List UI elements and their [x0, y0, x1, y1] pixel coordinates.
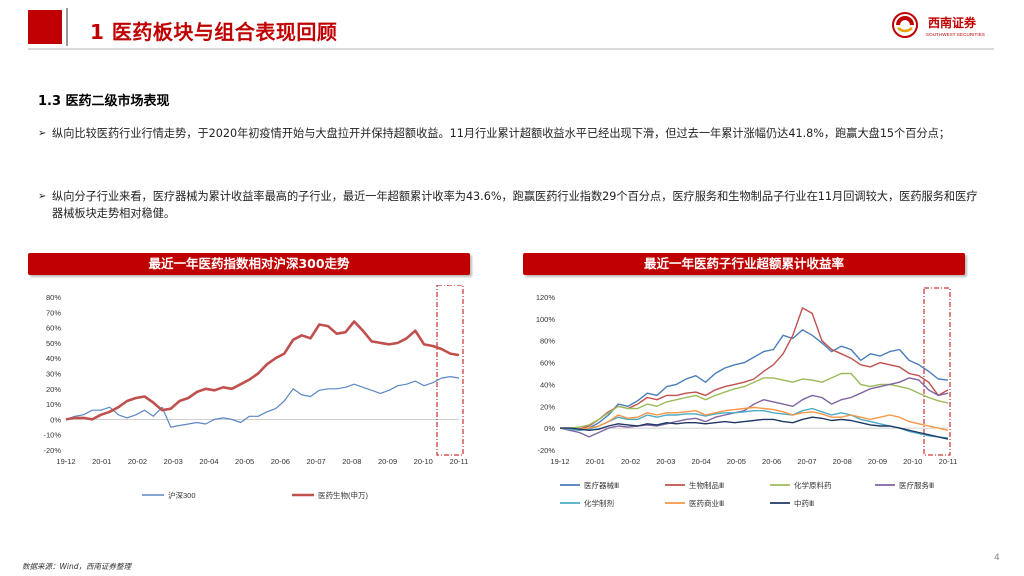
- header-rule: [28, 48, 994, 50]
- legend-label: 化学制剂: [584, 498, 614, 508]
- header-accent-block: [28, 10, 62, 44]
- bullet-item-2: ➢ 纵向分子行业来看，医疗器械为累计收益率最高的子行业，最近一年超额累计收率为4…: [38, 188, 978, 222]
- x-tick-label: 20-05: [235, 457, 254, 466]
- bullet-arrow-icon: ➢: [38, 191, 47, 202]
- x-tick-label: 20-03: [164, 457, 183, 466]
- x-tick-label: 20-11: [450, 457, 469, 466]
- source-note: 数据来源：Wind，西南证券整理: [22, 562, 132, 571]
- series-line-2: [65, 320, 460, 421]
- series-line-6: [560, 406, 949, 431]
- x-tick-label: 20-11: [939, 457, 958, 466]
- series-line-4: [559, 377, 949, 438]
- x-tick-label: 19-12: [550, 457, 569, 466]
- company-logo-icon: [892, 12, 918, 38]
- y-tick-label: 60%: [46, 324, 61, 333]
- legend-label: 医疗服务Ⅲ: [899, 480, 934, 490]
- x-tick-label: 19-12: [56, 457, 75, 466]
- y-tick-label: 80%: [46, 293, 61, 302]
- y-tick-label: 20%: [46, 385, 61, 394]
- highlight-box: [923, 287, 951, 456]
- legend-label: 医药商业Ⅲ: [689, 498, 724, 508]
- x-tick-label: 20-01: [586, 457, 605, 466]
- x-tick-label: 20-06: [271, 457, 290, 466]
- y-tick-label: -10%: [43, 431, 61, 440]
- y-tick-label: 80%: [540, 337, 555, 346]
- y-tick-label: 30%: [46, 370, 61, 379]
- header-divider: [66, 8, 68, 46]
- legend-label: 中药Ⅲ: [794, 498, 814, 508]
- x-tick-label: 20-09: [868, 457, 887, 466]
- x-tick-label: 20-02: [621, 457, 640, 466]
- series-line-5: [559, 407, 949, 439]
- chart-right: 120% 100% 80% 60% 40% 20% 0% -20% 19-12 20-01 20-0…: [536, 287, 958, 508]
- x-tick-label: 20-03: [656, 457, 675, 466]
- y-tick-label: -20%: [43, 446, 61, 455]
- bullet-item-1: ➢ 纵向比较医药行业行情走势，于2020年初疫情开始与大盘拉开并保持超额收益。1…: [38, 125, 978, 142]
- x-tick-label: 20-04: [691, 457, 710, 466]
- y-tick-label: 120%: [536, 293, 556, 302]
- x-tick-label: 20-06: [762, 457, 781, 466]
- x-tick-label: 20-02: [128, 457, 147, 466]
- x-tick-label: 20-08: [342, 457, 361, 466]
- company-logo-name: 西南证券: [928, 16, 977, 30]
- y-tick-label: 60%: [540, 359, 555, 368]
- x-tick-label: 20-07: [306, 457, 325, 466]
- legend-label: 生物制品Ⅲ: [689, 480, 724, 490]
- company-logo-sub: SOUTHWEST SECURITIES: [926, 32, 985, 37]
- series-line-7: [560, 416, 949, 440]
- x-tick-label: 20-05: [727, 457, 746, 466]
- y-tick-label: 0%: [50, 415, 61, 424]
- y-tick-label: 40%: [540, 380, 555, 389]
- chart-left: 80% 70% 60% 50% 40% 30% 20% 10% 0% -10% -20% 19-12 2…: [43, 285, 469, 500]
- chart-title-left: 最近一年医药指数相对沪深300走势: [28, 253, 470, 275]
- y-tick-label: 40%: [46, 354, 61, 363]
- series-line-1: [65, 375, 460, 428]
- section-title: 1.3 医药二级市场表现: [38, 94, 170, 109]
- x-tick-label: 20-08: [833, 457, 852, 466]
- y-tick-label: 100%: [536, 315, 556, 324]
- y-tick-label: 50%: [46, 339, 61, 348]
- bullet-text-1: 纵向比较医药行业行情走势，于2020年初疫情开始与大盘拉开并保持超额收益。11月…: [52, 127, 950, 140]
- legend-label: 沪深300: [168, 490, 196, 500]
- legend-label: 医疗器械Ⅲ: [584, 480, 619, 490]
- y-tick-label: -20%: [537, 446, 555, 455]
- x-tick-label: 20-10: [414, 457, 433, 466]
- page-title: 1 医药板块与组合表现回顾: [90, 20, 338, 44]
- x-tick-label: 20-10: [903, 457, 922, 466]
- page-number: 4: [994, 553, 1000, 563]
- highlight-box: [436, 285, 464, 456]
- x-tick-label: 20-07: [797, 457, 816, 466]
- series-line-3: [560, 372, 949, 429]
- y-tick-label: 10%: [46, 400, 61, 409]
- x-tick-label: 20-04: [199, 457, 218, 466]
- y-tick-label: 0%: [544, 424, 555, 433]
- y-tick-label: 70%: [46, 308, 61, 317]
- chart-title-right: 最近一年医药子行业超额累计收益率: [523, 253, 965, 275]
- series-line-1: [559, 329, 949, 432]
- bullet-text-2: 纵向分子行业来看，医疗器械为累计收益率最高的子行业，最近一年超额累计收率为43.…: [52, 190, 978, 220]
- legend-label: 化学原料药: [794, 480, 832, 490]
- bullet-arrow-icon: ➢: [38, 128, 47, 139]
- x-tick-label: 20-09: [378, 457, 397, 466]
- x-tick-label: 20-01: [92, 457, 111, 466]
- legend-label: 医药生物(申万): [318, 490, 368, 500]
- y-tick-label: 20%: [540, 402, 555, 411]
